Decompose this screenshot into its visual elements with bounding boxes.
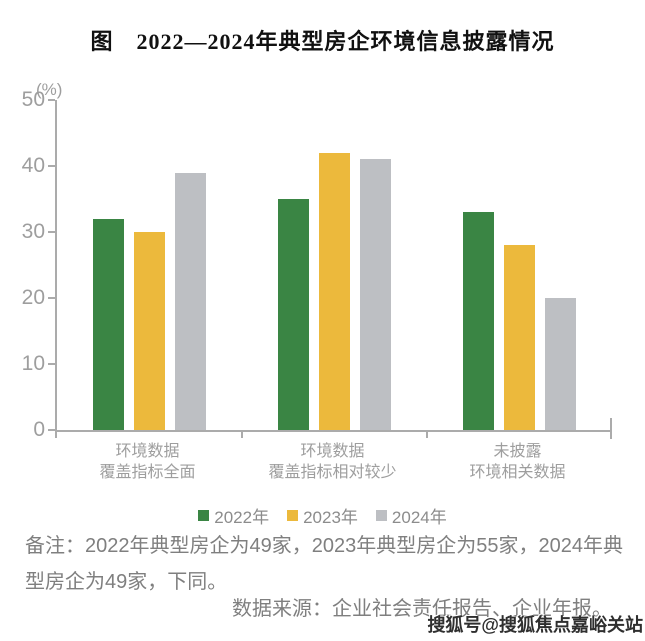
y-tick-mark-10 <box>48 363 55 365</box>
bar-group-3 <box>427 100 612 430</box>
bar-2023年-group1 <box>134 232 165 430</box>
chart-title: 图 2022—2024年典型房企环境信息披露情况 <box>90 29 555 54</box>
bar-2024年-group2 <box>360 159 391 430</box>
plot-area: 0 10 20 30 40 50 <box>22 89 612 441</box>
category-label-1: 环境数据 覆盖指标全面 <box>99 443 196 481</box>
y-tick-label-0: 0 <box>33 418 45 441</box>
y-tick-mark-30 <box>48 231 55 233</box>
bar-2024年-group1 <box>175 172 206 430</box>
legend-swatch-2023年 <box>287 510 299 521</box>
bar-2022年-group1 <box>93 218 124 430</box>
y-tick-mark-20 <box>48 297 55 299</box>
legend-label-2024年: 2024年 <box>391 508 447 527</box>
x-tick-mark-2 <box>426 430 428 438</box>
y-tick-label-10: 10 <box>21 352 45 375</box>
data-source-note: 数据来源：企业社会责任报告、企业年报。 <box>232 598 612 620</box>
legend-item-2023年: 2023年 <box>287 503 358 528</box>
y-tick-label-20: 20 <box>21 286 45 309</box>
category-label-3: 未披露 环境相关数据 <box>469 443 566 481</box>
legend-item-2024年: 2024年 <box>375 503 447 528</box>
legend-swatch-2022年 <box>198 510 210 521</box>
x-axis-category-labels: 环境数据 覆盖指标全面 环境数据 覆盖指标相对较少 未披露 环境相关数据 <box>55 441 610 483</box>
x-axis-right-end-tick <box>610 418 612 439</box>
bar-group-1 <box>57 100 242 430</box>
bar-2024年-group3 <box>545 298 576 430</box>
chart-legend: 2022年 2023年 2024年 <box>0 503 645 528</box>
bar-2022年-group3 <box>463 212 494 430</box>
bar-group-2 <box>242 100 427 430</box>
legend-swatch-2024年 <box>375 510 387 521</box>
legend-label-2023年: 2023年 <box>303 508 358 527</box>
y-tick-label-50: 50 <box>21 88 45 111</box>
bar-2022年-group2 <box>278 199 309 430</box>
legend-item-2022年: 2022年 <box>198 503 269 528</box>
sohu-watermark: 搜狐号@搜狐焦点嘉峪关站 <box>427 615 643 635</box>
remark-note: 备注：2022年典型房企为49家，2023年典型房企为55家，2024年典型房企… <box>25 535 623 593</box>
category-label-2: 环境数据 覆盖指标相对较少 <box>268 443 397 481</box>
bar-2023年-group3 <box>504 245 535 430</box>
x-tick-mark-1 <box>241 430 243 438</box>
y-tick-mark-50 <box>48 99 55 101</box>
bar-2023年-group2 <box>319 152 350 430</box>
y-tick-mark-0 <box>48 429 55 431</box>
y-tick-label-30: 30 <box>21 220 45 243</box>
y-tick-mark-40 <box>48 165 55 167</box>
y-axis-unit-label: (%) <box>36 80 63 99</box>
y-tick-label-40: 40 <box>21 154 45 177</box>
legend-label-2022年: 2022年 <box>214 508 270 527</box>
x-axis-left-corner-tick <box>55 430 57 438</box>
